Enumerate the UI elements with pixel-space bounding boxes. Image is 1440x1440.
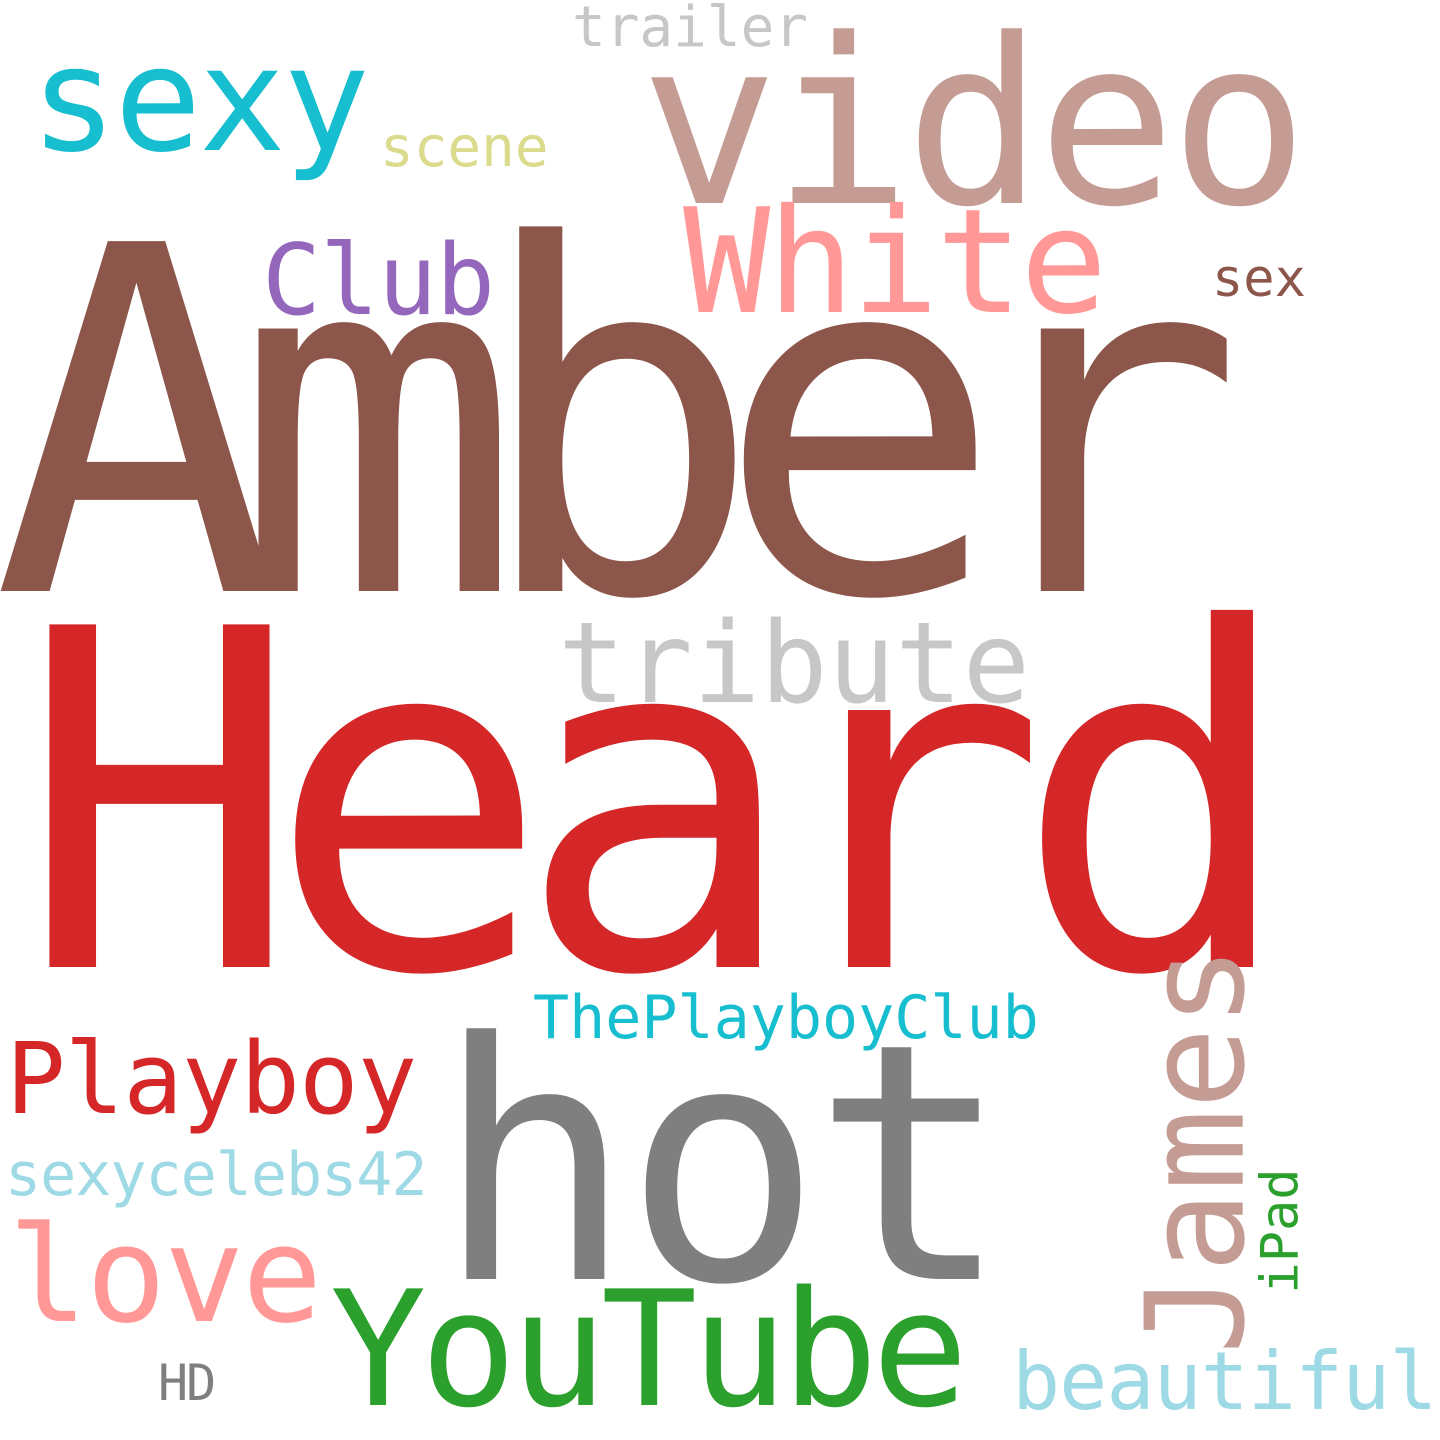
- word-beautiful: beautiful: [1012, 1335, 1437, 1428]
- word-youtube: YouTube: [330, 1256, 968, 1440]
- word-james: James: [1117, 945, 1276, 1355]
- word-heard: Heard: [18, 531, 1297, 1078]
- word-white: White: [683, 178, 1107, 347]
- word-trailer: trailer: [572, 0, 809, 60]
- word-sex: sex: [1212, 249, 1306, 309]
- word-hot: hot: [435, 973, 1011, 1357]
- word-sexy: sexy: [30, 16, 370, 185]
- word-ipad: iPad: [1250, 1168, 1311, 1294]
- word-club: Club: [262, 224, 495, 338]
- word-love: love: [8, 1199, 322, 1353]
- word-hd: HD: [158, 1354, 216, 1412]
- word-scene: scene: [380, 115, 549, 180]
- word-video: video: [640, 0, 1308, 258]
- word-tribute: tribute: [558, 599, 1031, 729]
- word-playboy: Playboy: [6, 1022, 417, 1137]
- word-amber: Amber: [0, 146, 1245, 705]
- word-sexycelebs42: sexycelebs42: [5, 1140, 427, 1210]
- word-theplayboyclub: ThePlayboyClub: [533, 983, 1039, 1053]
